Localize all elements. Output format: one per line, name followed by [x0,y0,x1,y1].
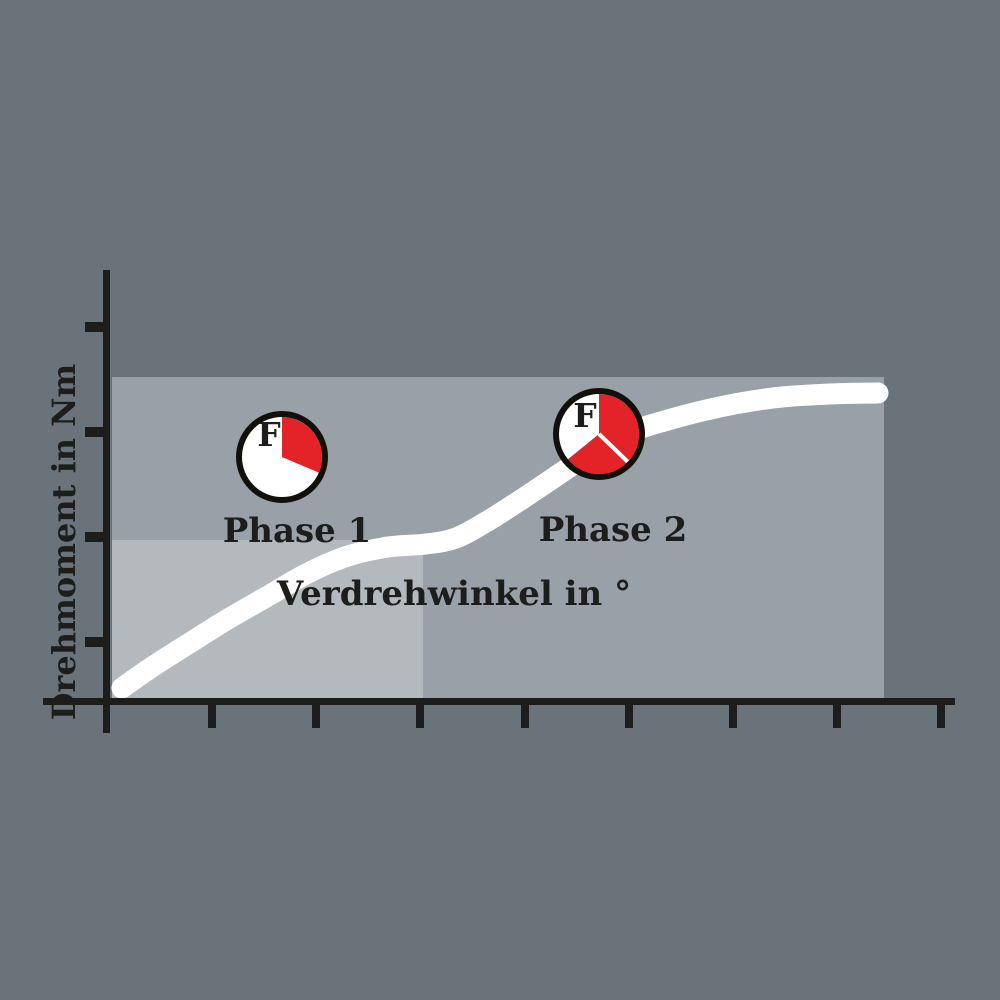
x-tick [937,705,945,728]
phase2-label: Phase 2 [538,510,688,550]
x-tick [729,705,737,728]
phase1-lower-shading [112,540,423,701]
x-tick [625,705,633,728]
gauge-divider-line [597,432,630,464]
y-tick [85,427,105,437]
gauge-ring [236,411,328,503]
y-axis-label: Drehmoment in Nm [45,363,83,721]
x-tick [208,705,216,728]
force-gauge-phase1: F [236,411,328,503]
x-axis [43,698,955,705]
force-letter-label: F [573,396,596,435]
force-letter-label: F [257,415,280,454]
x-tick [833,705,841,728]
torque-curve [111,382,889,699]
x-tick [416,705,424,728]
y-tick [85,637,105,647]
x-axis-label: Verdrehwinkel in ° [276,574,632,614]
x-tick [521,705,529,728]
force-gauge-phase2: F [553,388,645,480]
y-axis [103,270,110,733]
y-tick [85,322,105,332]
y-tick [85,532,105,542]
phase1-label: Phase 1 [222,511,372,551]
gauge-ring [553,388,645,480]
x-tick [312,705,320,728]
gauge-red-sector [282,417,322,473]
